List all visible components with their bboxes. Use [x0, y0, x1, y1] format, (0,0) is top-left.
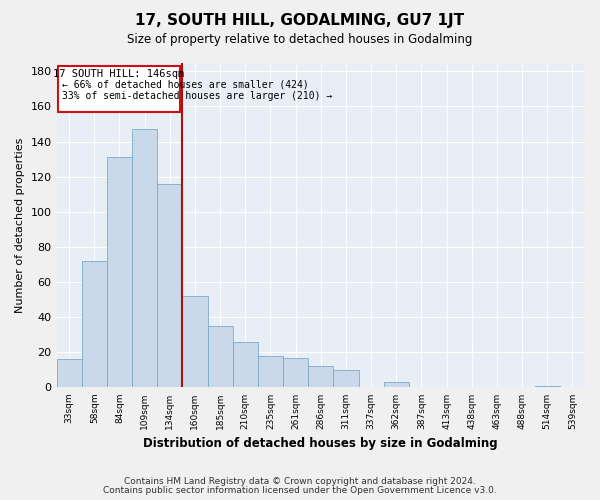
Bar [383, 382, 409, 388]
Text: Size of property relative to detached houses in Godalming: Size of property relative to detached ho… [127, 32, 473, 46]
Text: Contains HM Land Registry data © Crown copyright and database right 2024.: Contains HM Land Registry data © Crown c… [124, 477, 476, 486]
Bar [182, 296, 208, 388]
FancyBboxPatch shape [58, 66, 181, 112]
X-axis label: Distribution of detached houses by size in Godalming: Distribution of detached houses by size … [143, 437, 498, 450]
Bar [258, 356, 283, 388]
Bar [132, 129, 157, 388]
Bar [56, 360, 82, 388]
Text: 33% of semi-detached houses are larger (210) →: 33% of semi-detached houses are larger (… [62, 90, 332, 101]
Bar [233, 342, 258, 388]
Text: ← 66% of detached houses are smaller (424): ← 66% of detached houses are smaller (42… [62, 79, 308, 89]
Bar [208, 326, 233, 388]
Y-axis label: Number of detached properties: Number of detached properties [15, 138, 25, 312]
Text: Contains public sector information licensed under the Open Government Licence v3: Contains public sector information licen… [103, 486, 497, 495]
Bar [308, 366, 334, 388]
Bar [157, 184, 182, 388]
Text: 17, SOUTH HILL, GODALMING, GU7 1JT: 17, SOUTH HILL, GODALMING, GU7 1JT [136, 12, 464, 28]
Bar [107, 158, 132, 388]
Bar [283, 358, 308, 388]
Bar [535, 386, 560, 388]
Bar [82, 261, 107, 388]
Text: 17 SOUTH HILL: 146sqm: 17 SOUTH HILL: 146sqm [53, 68, 185, 78]
Bar [334, 370, 359, 388]
